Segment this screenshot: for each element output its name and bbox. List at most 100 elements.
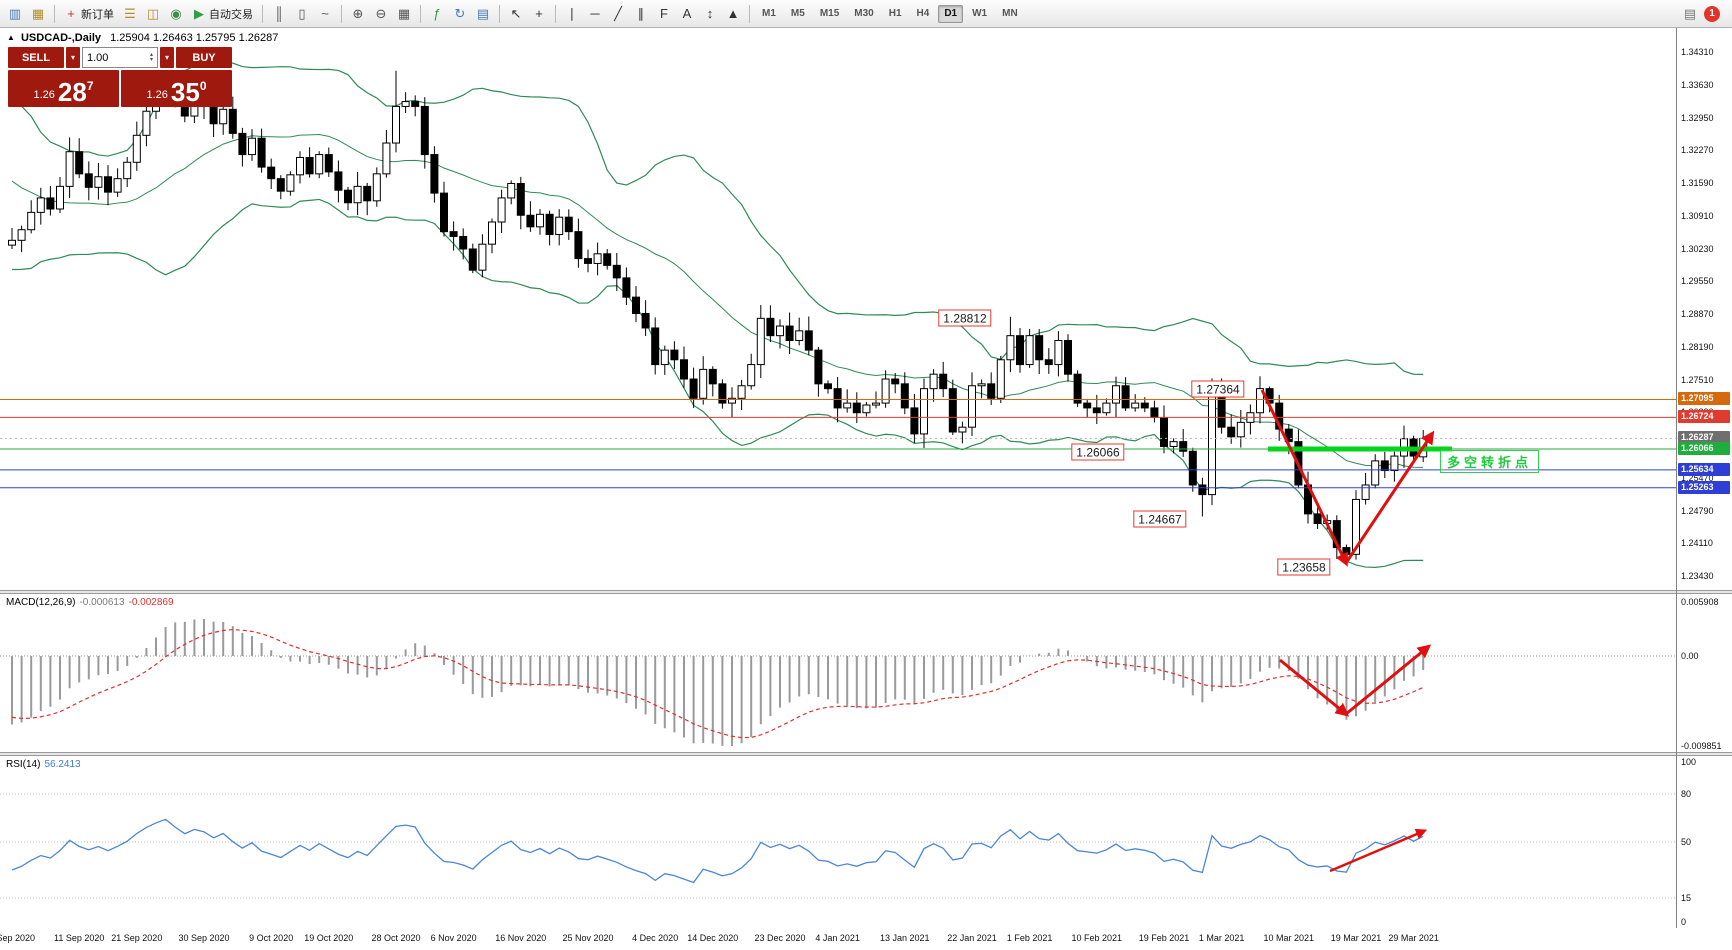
notification-badge[interactable]: 1 <box>1704 5 1720 22</box>
spin-up-icon[interactable]: ▴ <box>149 51 153 58</box>
macd-histogram <box>11 619 1425 746</box>
cursor-button[interactable]: ↖ <box>505 3 527 25</box>
time-axis-label: 23 Dec 2020 <box>754 933 806 943</box>
toolbar-right: ▤ 1 <box>1683 5 1728 22</box>
templates-button[interactable]: ▤ <box>472 3 494 25</box>
line-chart-button[interactable]: ~ <box>314 3 336 25</box>
panel-separator[interactable] <box>0 590 1732 594</box>
profiles-button[interactable]: ▦ <box>27 3 49 25</box>
chart-header: ▲ USDCAD-,Daily 1.25904 1.26463 1.25795 … <box>7 32 278 44</box>
buy-button[interactable]: BUY <box>176 47 232 68</box>
time-axis-label: 1 Feb 2021 <box>1006 933 1053 943</box>
price-annotation-label[interactable]: 1.27364 <box>1191 380 1245 398</box>
timeframe-h4[interactable]: H4 <box>916 8 930 19</box>
sell-price[interactable]: 1.26 28 7 <box>8 70 119 107</box>
text-button[interactable]: A <box>676 3 698 25</box>
time-axis[interactable]: 2 Sep 2020 11 Sep 2020 21 Sep 2020 30 Sep 2… <box>0 928 1676 950</box>
trendline-button[interactable]: ╱ <box>607 3 629 25</box>
rsi-panel[interactable] <box>0 756 1676 928</box>
price-axis-label: 1.32950 <box>1681 112 1714 123</box>
indicators-button[interactable]: ƒ <box>426 3 448 25</box>
macd-axis-label: 0.005908 <box>1681 597 1719 607</box>
pivot-annotation-label[interactable]: 多空转折点 <box>1440 450 1540 473</box>
shapes-icon: ▲ <box>726 6 740 21</box>
vertical-line-button[interactable]: ∣ <box>561 3 583 25</box>
bollinger-lower-band <box>11 198 1424 568</box>
price-tag: 1.26724 <box>1678 410 1730 424</box>
channel-button[interactable]: ∥ <box>630 3 652 25</box>
autotrading-button[interactable]: ▶ 自动交易 <box>188 3 257 25</box>
period-button[interactable]: ↻ <box>449 3 471 25</box>
sell-price-base: 1.26 <box>33 89 55 101</box>
buy-dropdown-icon[interactable]: ▾ <box>160 47 174 68</box>
main-chart[interactable] <box>0 28 1676 590</box>
buy-price[interactable]: 1.26 35 0 <box>121 70 232 107</box>
candles-series <box>8 70 1428 566</box>
timeframe-m5[interactable]: M5 <box>790 8 805 19</box>
price-axis-label: 1.27510 <box>1681 374 1714 385</box>
macd-axis-label: 0.00 <box>1681 651 1699 661</box>
volume-spinner[interactable]: ▴ ▾ <box>149 51 153 63</box>
price-annotation-label[interactable]: 1.23658 <box>1277 558 1331 576</box>
toolbar-separator <box>555 4 556 23</box>
spin-down-icon[interactable]: ▾ <box>149 56 153 63</box>
sell-dropdown-icon[interactable]: ▾ <box>66 47 80 68</box>
price-annotation-label[interactable]: 1.28812 <box>938 309 992 327</box>
terminal-icon: ◉ <box>170 6 182 21</box>
market-watch-button[interactable]: ☰ <box>119 3 141 25</box>
macd-name: MACD(12,26,9) <box>6 597 76 608</box>
vertical-line-icon: ∣ <box>568 6 576 21</box>
rsi-axis-label: 50 <box>1681 837 1692 847</box>
mailbox-icon[interactable]: ▤ <box>1683 6 1697 21</box>
timeframe-d1[interactable]: D1 <box>938 4 964 23</box>
arrows-button[interactable]: ↕ <box>699 3 721 25</box>
price-annotation-label[interactable]: 1.26066 <box>1071 443 1125 461</box>
price-axis-label: 1.34310 <box>1681 47 1714 57</box>
sell-button[interactable]: SELL <box>8 47 64 68</box>
rsi-indicator-label: RSI(14) 56.2413 <box>6 759 81 770</box>
candle-chart-button[interactable]: ▯ <box>291 3 313 25</box>
price-tag: 1.27095 <box>1678 392 1730 406</box>
cursor-icon: ↖ <box>510 6 522 21</box>
timeframe-mn[interactable]: MN <box>1002 8 1018 19</box>
time-axis-label: 6 Nov 2020 <box>430 933 477 943</box>
new-order-button[interactable]: + 新订单 <box>60 3 118 25</box>
macd-main-value: -0.000613 <box>79 597 125 608</box>
fibonacci-button[interactable]: F <box>653 3 675 25</box>
bollinger-bands <box>11 61 1424 568</box>
timeframe-m15[interactable]: M15 <box>819 8 840 19</box>
zoom-out-button[interactable]: ⊖ <box>370 3 392 25</box>
symbol-marker-icon[interactable]: ▲ <box>7 33 15 42</box>
price-axis-label: 1.31590 <box>1681 178 1714 188</box>
terminal-button[interactable]: ◉ <box>165 3 187 25</box>
volume-input[interactable]: 1.00 ▴ ▾ <box>82 47 158 68</box>
crosshair-button[interactable]: + <box>528 3 550 25</box>
macd-panel[interactable] <box>0 594 1676 752</box>
timeframe-w1[interactable]: W1 <box>972 8 988 19</box>
tile-windows-button[interactable]: ▦ <box>393 3 415 25</box>
buy-price-sup: 0 <box>199 79 207 93</box>
horizontal-line-icon: ─ <box>590 6 600 21</box>
timeframe-h1[interactable]: H1 <box>888 8 902 19</box>
zoom-in-button[interactable]: ⊕ <box>347 3 369 25</box>
rsi-axis-label: 80 <box>1681 789 1692 799</box>
horizontal-line-button[interactable]: ─ <box>584 3 606 25</box>
one-click-trading-panel[interactable]: SELL ▾ 1.00 ▴ ▾ ▾ BUY 1.26 28 7 1.26 35 … <box>8 47 232 107</box>
data-window-button[interactable]: ◫ <box>142 3 164 25</box>
price-axis[interactable]: 1.34310 1.33630 1.32950 1.32270 1.31590 1.309… <box>1677 0 1732 950</box>
timeframe-m1[interactable]: M1 <box>762 8 776 19</box>
toolbar-separator <box>420 4 421 23</box>
new-chart-button[interactable]: ▥ <box>4 3 26 25</box>
panel-separator[interactable] <box>0 752 1732 756</box>
channel-icon: ∥ <box>637 6 645 21</box>
price-annotation-label[interactable]: 1.24667 <box>1133 510 1187 528</box>
bar-chart-button[interactable]: ║ <box>268 3 290 25</box>
price-axis-label: 1.28190 <box>1681 341 1714 352</box>
time-axis-label: 30 Sep 2020 <box>178 933 230 943</box>
shapes-button[interactable]: ▲ <box>722 3 744 25</box>
zoom-in-icon: ⊕ <box>352 6 364 21</box>
timeframe-m30[interactable]: M30 <box>854 8 874 19</box>
time-axis-label: 9 Oct 2020 <box>249 933 294 943</box>
rsi-line <box>11 818 1424 884</box>
